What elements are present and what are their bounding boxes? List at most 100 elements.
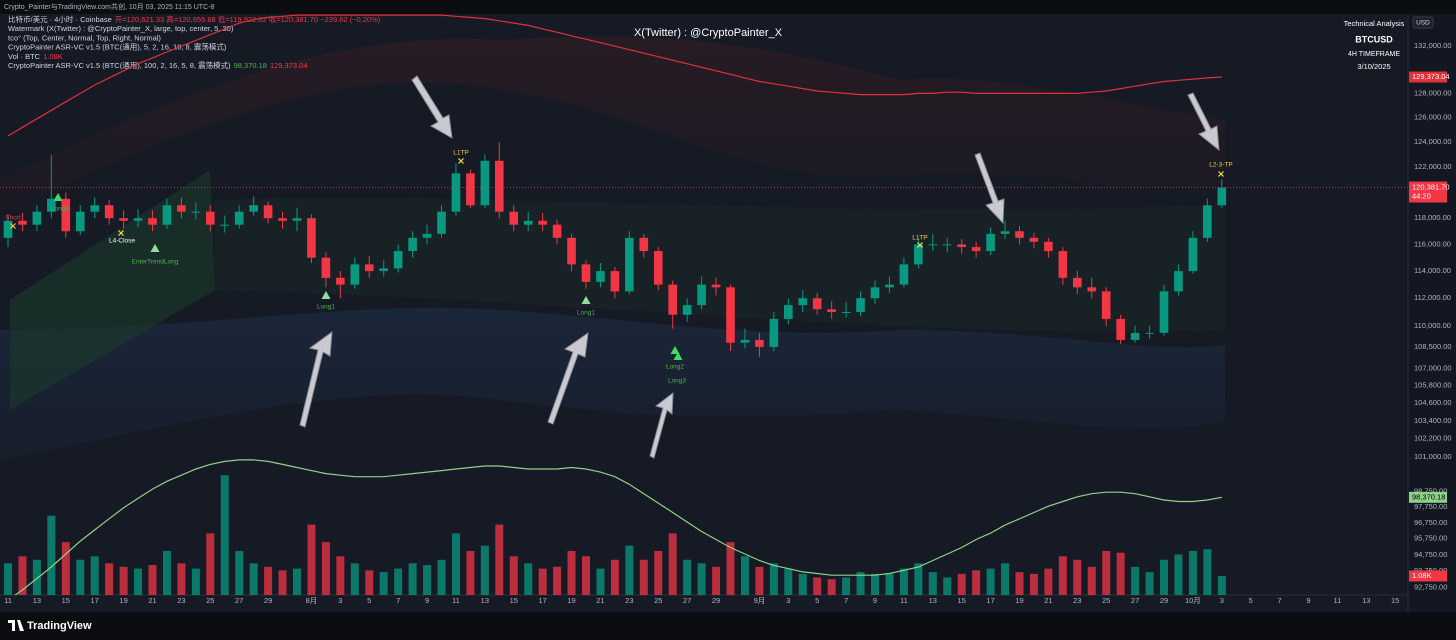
y-tick-label: 114,000.00 [1414,266,1451,275]
candle-body [726,287,735,343]
volume-bar [1001,563,1010,595]
legend: 比特币/美元 · 4小时 · Coinbase 开=120,621.33 高=12… [8,14,381,70]
candle-body [928,244,938,246]
upper-line-tag: 129,373.04 [1412,72,1450,81]
volume-bar [928,572,937,595]
x-tick-label: 13 [1362,596,1370,605]
volume-bar [639,559,648,595]
candle-body [812,298,822,310]
candle-body [119,218,128,221]
annotation: Short [5,215,21,222]
x-tick-label: 15 [510,596,518,605]
top-bar-text: Crypto_Painter与TradingView.com共创, 10月 03… [4,2,214,11]
x-tick-label: 13 [33,596,41,605]
x-tick-label: 19 [567,596,575,605]
volume-bar [755,566,764,595]
signal-marker [150,244,160,252]
volume-bar [856,572,865,595]
legend-line: CryptoPainter ASR-VC v1.5 (BTC(通用), 100,… [8,60,308,70]
candle-body [1087,287,1097,292]
annotation: L1TP [453,150,469,157]
volume-bar [249,563,258,595]
band-middle [215,197,1225,332]
volume-bar [177,563,186,595]
candle-body [509,211,519,225]
watermark: X(Twitter) : @CryptoPainter_X [634,27,783,39]
volume-bar [4,563,12,595]
x-tick-label: 25 [1102,596,1110,605]
annotation: Long2 [666,364,684,371]
arrow [649,391,674,459]
x-tick-label: 5 [815,596,819,605]
y-tick-label: 112,000.00 [1414,293,1451,302]
y-tick-label: 94,750.00 [1414,550,1447,559]
y-tick-label: 103,400.00 [1414,416,1452,425]
candle-body [1217,187,1227,206]
x-tick-label: 23 [625,596,633,605]
candle-body [1145,332,1154,334]
currency[interactable]: USD [1416,20,1430,27]
x-tick-label: 7 [1278,596,1282,605]
volume-bar [986,568,995,595]
candle-body [971,247,981,252]
volume-bar [1203,549,1212,595]
arrow [299,330,333,428]
candle-body [986,233,995,252]
info-line: Technical Analysis [1344,19,1405,28]
y-tick-label: 108,500.00 [1414,342,1452,351]
currency-box[interactable] [1412,16,1434,29]
volume-bar [654,550,663,595]
lower-line-tag: 98,370.18 [1412,492,1445,501]
volume-bar [90,556,99,595]
info-line: BTCUSD [1355,34,1393,44]
y-tick-label: 102,200.00 [1414,434,1452,443]
brand-logo [8,620,24,631]
legend-segment: CryptoPainter ASR-VC v1.5 (BTC(通用), 100,… [8,60,231,70]
y-tick-label: 101,000.00 [1414,452,1452,461]
volume-bar [119,566,128,595]
y-tick-label: 105,800.00 [1414,381,1452,390]
volume-bar [451,533,460,595]
x-tick-label: 17 [986,596,994,605]
candle-body [914,244,923,265]
x-tick-label: 9 [873,596,877,605]
signal-marker [118,230,124,236]
legend-segment: 129,373.04 [270,61,308,70]
candle-body [740,339,750,343]
bottom-bar [0,612,1456,640]
candle-body [1203,205,1212,238]
x-tick-label: 7 [844,596,848,605]
x-tick-label: 9 [1306,596,1310,605]
volume-bar [871,573,879,595]
volume-bar [437,559,446,595]
y-tick-label: 98,750.00 [1414,486,1447,495]
volume-bar [610,559,619,595]
x-tick-label: 25 [206,596,214,605]
y-tick-label: 97,750.00 [1414,502,1447,511]
candle-body [408,237,417,252]
info-line: 3/10/2025 [1357,62,1390,71]
x-tick-label: 25 [654,596,662,605]
signal-marker [673,352,683,360]
volume-bar [683,559,692,595]
x-tick-label: 21 [1044,596,1052,605]
candle-body [451,173,461,212]
volume-bar [914,563,923,595]
candle-body [437,211,446,234]
candle-body [1058,251,1068,278]
volume-bar [134,568,143,595]
volume-bar [105,563,114,595]
volume-bar [47,515,56,595]
volume-tag-box [1409,570,1447,582]
band-upper [0,36,1225,215]
volume-bar [582,556,590,595]
annotation: L2-3-TP [1209,162,1232,169]
candle-body [682,305,692,315]
signal-marker [53,193,63,201]
candle-body [75,211,85,232]
signal-marker [581,296,591,304]
volume-bar [350,563,359,595]
y-tick-label: 95,750.00 [1414,534,1447,543]
legend-segment: tco° (Top, Center, Normal, Top, Right, N… [8,33,161,42]
candle-body [942,244,952,246]
